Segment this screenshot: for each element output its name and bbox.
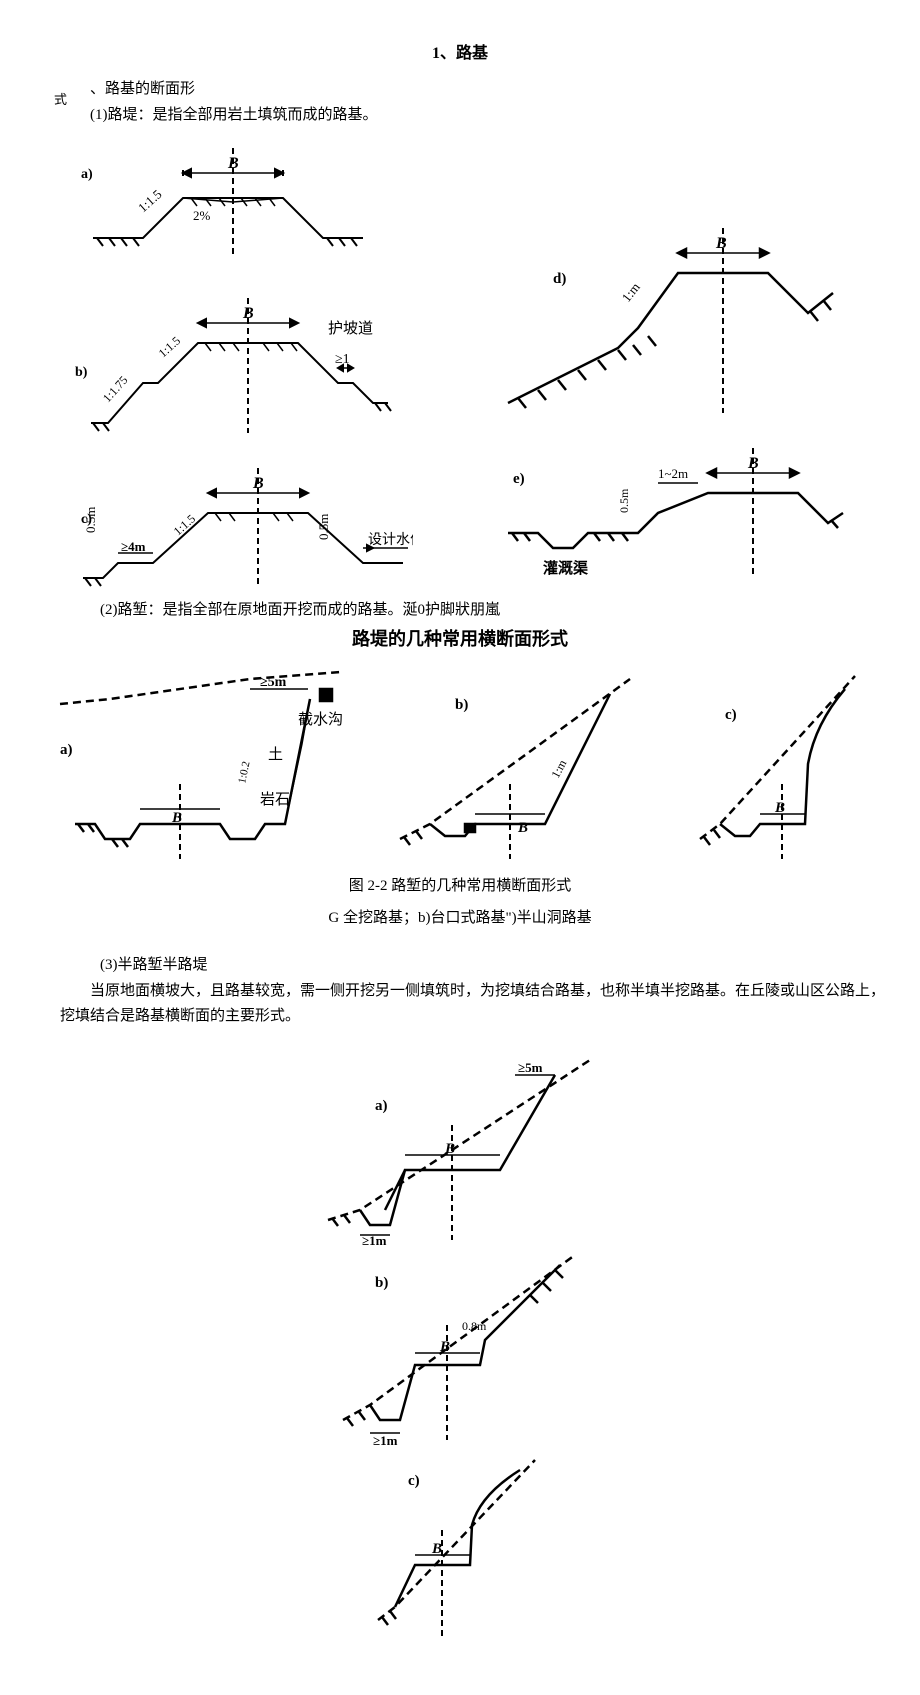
svg-text:1:m: 1:m — [618, 280, 642, 305]
page-title: 1、路基 — [30, 40, 890, 67]
svg-text:1:m: 1:m — [548, 757, 569, 781]
item-1-sub: 式 — [54, 89, 67, 111]
para-3: 当原地面横坡大，且路基较宽，需一侧开挖另一侧填筑时，为挖填结合路基，也称半填半挖… — [30, 979, 890, 1030]
svg-text:1:1.5: 1:1.5 — [170, 512, 197, 539]
svg-text:≥1: ≥1 — [335, 352, 350, 367]
svg-text:截水沟: 截水沟 — [298, 711, 343, 728]
fig2-c: c) B — [690, 664, 870, 864]
svg-text:1:0.2: 1:0.2 — [236, 761, 252, 785]
svg-text:B: B — [517, 820, 528, 836]
svg-text:a): a) — [60, 742, 73, 758]
svg-text:c): c) — [408, 1473, 420, 1489]
fig3-b: b) B 0.8m ≥1m — [30, 1245, 890, 1445]
svg-text:b): b) — [75, 365, 88, 380]
svg-text:灌溉渠: 灌溉渠 — [543, 559, 588, 577]
svg-text:a): a) — [375, 1098, 388, 1114]
item-2: (2)路堑：是指全部在原地面开挖而成的路基。涎0护脚狀朋嵐 — [30, 598, 890, 624]
svg-text:≥5m: ≥5m — [260, 675, 287, 690]
svg-text:d): d) — [553, 271, 566, 287]
fig2-header: 路堤的几种常用横断面形式 — [30, 624, 890, 655]
svg-text:2%: 2% — [193, 208, 211, 223]
figure-2: 路堤的几种常用横断面形式 a) B ≥5m 截水沟 土 岩石 — [30, 624, 890, 932]
svg-text:b): b) — [455, 697, 468, 713]
svg-text:e): e) — [513, 471, 525, 487]
svg-text:B: B — [747, 455, 759, 472]
fig1-d: d) B 1:m — [498, 218, 838, 418]
svg-text:B: B — [439, 1339, 450, 1355]
svg-text:≥4m: ≥4m — [121, 539, 146, 554]
svg-text:1~2m: 1~2m — [658, 466, 688, 481]
svg-text:岩石: 岩石 — [260, 791, 290, 808]
figure-3: a) B ≥5m ≥1m b) B 0.8m ≥1m — [30, 1045, 890, 1645]
item-1: (1)路堤：是指全部用岩土填筑而成的路基。 — [90, 107, 378, 123]
svg-text:B: B — [242, 305, 254, 322]
fig3-c: c) B — [370, 1445, 550, 1645]
svg-text:1:1.5: 1:1.5 — [155, 334, 182, 361]
svg-text:B: B — [715, 235, 727, 252]
fig1-c: c) B ≥4m 0.5m 设计水位 1:1.5 0.5m — [73, 458, 413, 588]
fig1-a: a) B 1:1.5 2% — [73, 138, 373, 268]
svg-text:0.5m: 0.5m — [617, 488, 631, 513]
fig3-a: a) B ≥5m ≥1m — [320, 1045, 600, 1245]
fig2-caption2: G 全挖路基；b)台口式路基")半山洞路基 — [30, 906, 890, 932]
fig2-caption1: 图 2-2 路堑的几种常用横断面形式 — [30, 874, 890, 900]
svg-text:0.5m: 0.5m — [83, 507, 98, 533]
svg-text:B: B — [774, 800, 785, 816]
svg-text:c): c) — [725, 707, 737, 723]
fig1-e: e) B 0.5m 1~2m 灌溉渠 — [498, 438, 848, 588]
svg-text:≥1m: ≥1m — [362, 1233, 387, 1245]
svg-text:B: B — [431, 1541, 442, 1557]
fig1-b: b) B 护坡道 ≥1 1:1.5 1:1.75 — [73, 288, 393, 438]
svg-text:护坡道: 护坡道 — [328, 320, 373, 337]
svg-text:B: B — [252, 475, 264, 492]
svg-text:≥5m: ≥5m — [518, 1060, 543, 1075]
svg-text:土: 土 — [268, 746, 283, 763]
svg-text:B: B — [444, 1141, 455, 1157]
svg-text:a): a) — [81, 167, 93, 182]
svg-text:设计水位: 设计水位 — [368, 532, 413, 548]
fig2-b: b) B 1:m — [390, 664, 650, 864]
fig2-a: a) B ≥5m 截水沟 土 岩石 1:0.2 — [50, 664, 350, 864]
svg-text:B: B — [227, 155, 239, 172]
item-3: (3)半路堑半路堤 — [30, 953, 890, 979]
svg-text:≥1m: ≥1m — [373, 1433, 398, 1445]
svg-text:0.5m: 0.5m — [316, 514, 331, 540]
figure-1: a) B 1:1.5 2% — [30, 138, 890, 588]
svg-text:B: B — [171, 810, 182, 826]
svg-text:b): b) — [375, 1275, 388, 1291]
section-heading: 、路基的断面形 — [30, 77, 890, 103]
svg-text:0.8m: 0.8m — [462, 1319, 487, 1333]
svg-text:1:1.75: 1:1.75 — [99, 373, 130, 405]
svg-text:1:1.5: 1:1.5 — [134, 187, 164, 216]
